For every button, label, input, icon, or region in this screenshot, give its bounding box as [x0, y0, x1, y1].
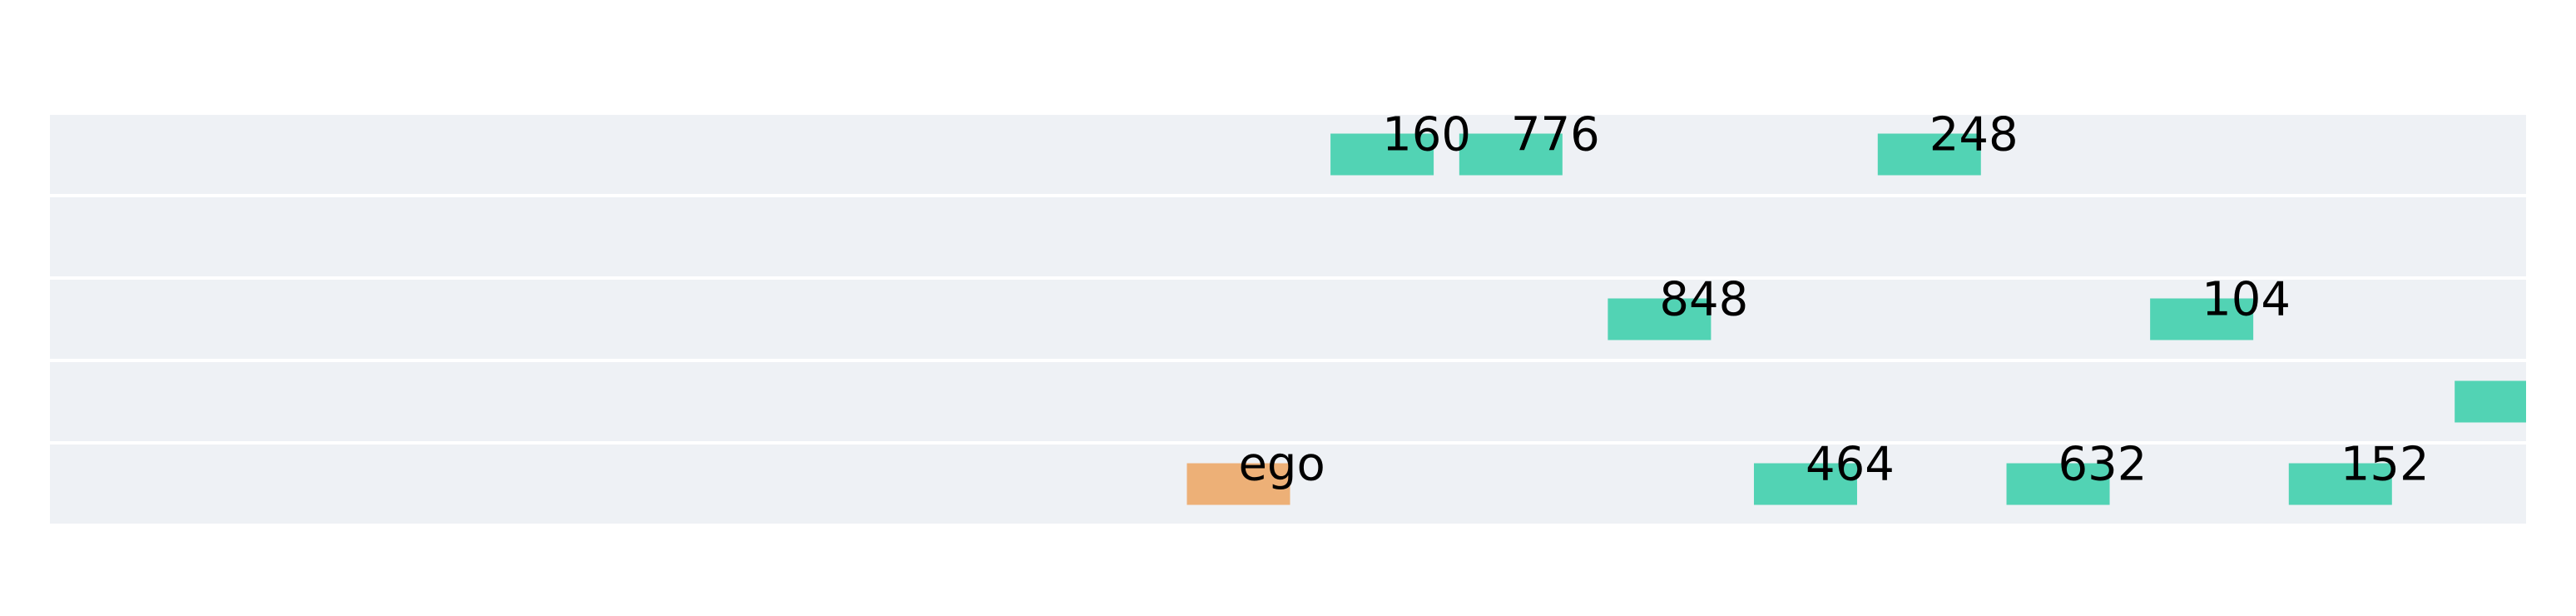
lane-1: [50, 115, 2526, 194]
lane-3: [50, 280, 2526, 359]
vehicle-mark: [1330, 133, 1434, 176]
vehicle-labels: 160 776 248 848 104 ego 464 632 152: [1238, 108, 2429, 492]
vehicle-id-label: 776: [1511, 108, 1600, 162]
vehicle-id-label: 104: [2202, 273, 2291, 327]
vehicle-mark: [2150, 298, 2254, 340]
ego-label: ego: [1238, 438, 1325, 492]
vehicle-id-label: 248: [1930, 108, 2019, 162]
lane-2: [50, 197, 2526, 276]
vehicle-mark: [1608, 298, 1712, 340]
lane-4: [50, 362, 2526, 441]
vehicle-mark: [2006, 463, 2110, 505]
vehicle-mark: [1459, 133, 1563, 176]
vehicle-id-label: 160: [1382, 108, 1471, 162]
vehicle-id-label: 632: [2058, 438, 2147, 492]
ego-vehicle-mark: [1186, 463, 1290, 505]
vehicle-mark: [1877, 133, 1981, 176]
vehicle-mark: [2288, 463, 2392, 505]
vehicle-id-label: 848: [1659, 273, 1748, 327]
vehicle-id-label: 464: [1806, 438, 1895, 492]
vehicle-mark: [1753, 463, 1857, 505]
vehicle-marks: [1186, 133, 2526, 505]
vehicle-mark: [2455, 380, 2526, 423]
vehicle-id-label: 152: [2341, 438, 2430, 492]
